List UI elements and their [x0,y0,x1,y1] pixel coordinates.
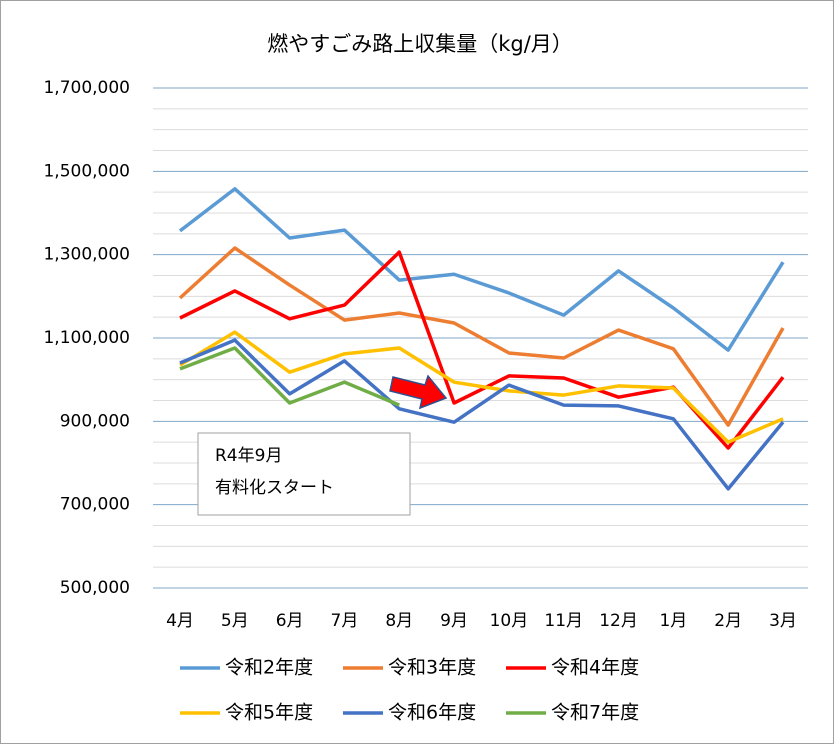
x-tick-label: 11月 [544,611,583,631]
y-tick-label: 500,000 [60,578,130,598]
annotation-text: 有料化スタート [215,478,334,498]
x-tick-label: 6月 [276,611,304,631]
legend-label: 令和5年度 [225,702,313,724]
chart-title: 燃やすごみ路上収集量（kg/月） [267,32,573,56]
x-tick-label: 1月 [659,611,687,631]
legend-label: 令和4年度 [551,657,639,679]
x-tick-label: 2月 [714,611,742,631]
x-tick-label: 3月 [769,611,797,631]
annotation-text: R4年9月 [215,446,282,466]
y-tick-label: 1,300,000 [43,245,130,265]
x-tick-label: 7月 [331,611,359,631]
series-line [178,187,785,352]
y-tick-label: 900,000 [60,411,130,431]
x-tick-label: 9月 [440,611,468,631]
legend-label: 令和7年度 [551,702,639,724]
y-tick-label: 1,700,000 [43,78,130,98]
legend-label: 令和2年度 [225,657,313,679]
legend-label: 令和6年度 [388,702,476,724]
x-tick-label: 5月 [221,611,249,631]
series-line [179,346,400,407]
y-tick-label: 1,500,000 [43,161,130,181]
x-tick-label: 8月 [385,611,413,631]
x-tick-label: 4月 [166,611,194,631]
legend-label: 令和3年度 [388,657,476,679]
series-line [178,246,785,427]
annotation-arrow [389,374,448,410]
annotation-box [197,432,411,516]
x-tick-label: 12月 [599,611,638,631]
series-line [179,338,785,491]
x-tick-label: 10月 [490,611,529,631]
series-line [179,330,784,444]
y-tick-label: 1,100,000 [43,328,130,348]
y-tick-label: 700,000 [60,495,130,515]
